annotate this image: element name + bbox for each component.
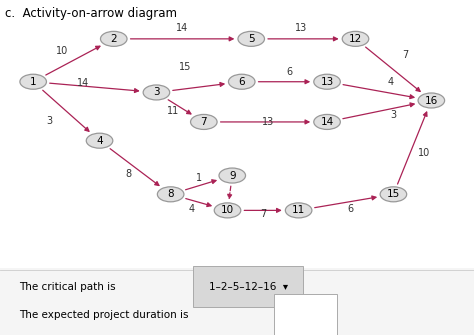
Text: 10: 10 [221,205,234,215]
Circle shape [86,133,113,148]
Text: 9: 9 [229,171,236,181]
Text: 7: 7 [260,209,266,219]
Text: 8: 8 [167,189,174,199]
Circle shape [285,203,312,218]
Text: 3: 3 [47,116,53,126]
Circle shape [314,115,340,129]
Circle shape [314,74,340,89]
Text: 7: 7 [402,50,409,60]
Text: 4: 4 [189,204,195,214]
Circle shape [157,187,184,202]
Text: 15: 15 [387,189,400,199]
Text: c.  Activity-on-arrow diagram: c. Activity-on-arrow diagram [5,7,177,20]
Text: 14: 14 [176,23,189,33]
Text: 10: 10 [418,148,430,158]
Text: 5: 5 [248,34,255,44]
Text: 14: 14 [77,78,89,88]
Text: 3: 3 [391,110,396,120]
Text: 14: 14 [320,117,334,127]
Circle shape [418,93,445,108]
Text: 4: 4 [96,136,103,146]
Circle shape [214,203,241,218]
Circle shape [143,85,170,100]
Text: 10: 10 [55,46,68,56]
Text: 1: 1 [196,173,202,183]
Text: The expected project duration is: The expected project duration is [19,310,189,320]
Circle shape [228,74,255,89]
Text: 1–2–5–12–16  ▾: 1–2–5–12–16 ▾ [209,282,288,292]
Text: 13: 13 [262,117,274,127]
Text: 8: 8 [125,169,131,179]
Circle shape [238,31,264,46]
Text: 6: 6 [348,204,354,214]
Text: 6: 6 [286,67,292,77]
Text: The critical path is: The critical path is [19,282,116,292]
Circle shape [219,168,246,183]
Circle shape [100,31,127,46]
Text: 1: 1 [30,77,36,87]
Text: 16: 16 [425,95,438,106]
Text: 7: 7 [201,117,207,127]
Text: 3: 3 [153,87,160,97]
Text: 4: 4 [388,77,394,87]
Text: 13: 13 [295,23,307,33]
Circle shape [342,31,369,46]
Text: 13: 13 [320,77,334,87]
Circle shape [20,74,46,89]
Text: 15: 15 [179,62,191,72]
Text: 12: 12 [349,34,362,44]
Circle shape [191,115,217,129]
Text: 11: 11 [292,205,305,215]
Text: 11: 11 [167,106,179,116]
Text: 2: 2 [110,34,117,44]
Circle shape [380,187,407,202]
Text: 6: 6 [238,77,245,87]
